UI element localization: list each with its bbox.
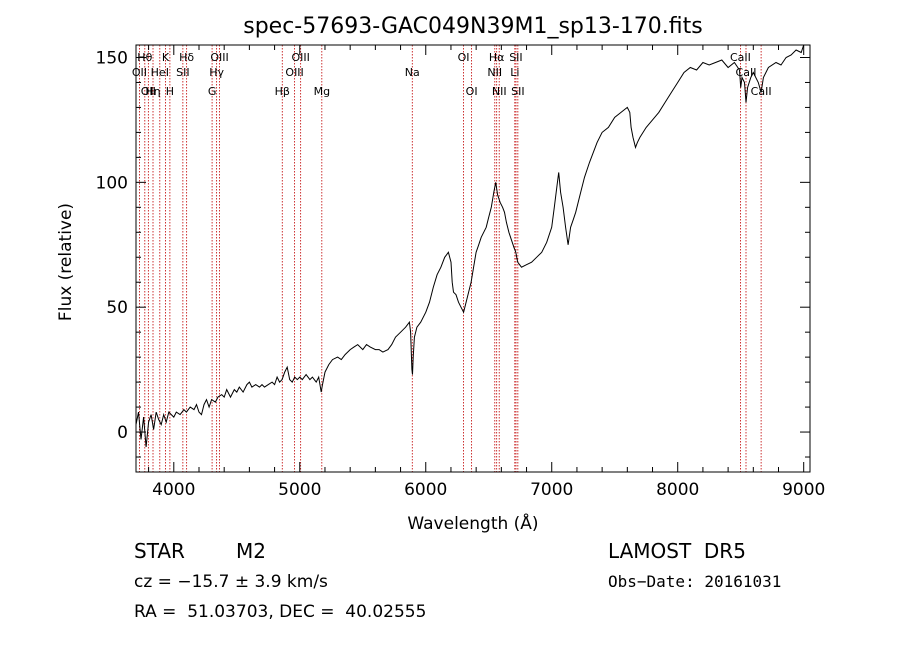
line-label-24: SII: [511, 85, 524, 98]
line-label-15: Mg: [314, 85, 330, 98]
line-label-22: Li: [510, 66, 519, 79]
x-tick-label-3: 7000: [530, 480, 573, 500]
x-tick-label-5: 9000: [782, 480, 825, 500]
survey-name: LAMOST DR5: [608, 539, 746, 563]
y-tick-label-3: 150: [96, 48, 128, 68]
line-label-4: HeI: [151, 66, 169, 79]
spectrum-line: [135, 44, 808, 448]
line-label-8: Hδ: [179, 51, 194, 64]
x-tick-label-2: 6000: [404, 480, 447, 500]
line-label-5: K: [162, 51, 170, 64]
line-label-19: NII: [487, 66, 502, 79]
line-label-11: OIII: [210, 51, 228, 64]
line-label-7: SII: [176, 66, 189, 79]
observation-date: Obs−Date: 20161031: [608, 572, 782, 591]
line-label-13: OIII: [285, 66, 303, 79]
x-axis: 4000 5000 6000 7000 8000 9000: [148, 45, 825, 500]
line-label-18: OI: [466, 85, 478, 98]
line-label-10: Hγ: [209, 66, 224, 79]
line-label-17: OI: [458, 51, 470, 64]
x-tick-label-4: 8000: [656, 480, 699, 500]
y-axis: 0 50 100 150: [96, 48, 810, 458]
line-label-25: CaII: [730, 51, 751, 64]
y-tick-label-1: 50: [106, 298, 128, 318]
line-label-14: OIII: [291, 51, 309, 64]
y-axis-label: Flux (relative): [56, 203, 76, 321]
x-tick-label-1: 5000: [278, 480, 321, 500]
spectral-line-labels: OIIHθOIIHηHeIKHSIIHδGHγOIIIHβOIIIOIIIMgN…: [132, 51, 772, 98]
coordinates: RA = 51.03703, DEC = 40.02555: [134, 602, 427, 622]
line-label-6: H: [166, 85, 174, 98]
line-label-16: Na: [405, 66, 420, 79]
plot-frame: [135, 44, 811, 473]
line-label-9: G: [208, 85, 217, 98]
line-label-0: OII: [132, 66, 147, 79]
object-subclass: M2: [236, 539, 266, 563]
line-label-20: Hα: [489, 51, 505, 64]
x-axis-label: Wavelength (Å): [407, 512, 538, 534]
line-label-12: Hβ: [275, 85, 290, 98]
line-label-21: NII: [492, 85, 507, 98]
x-tick-label-0: 4000: [152, 480, 195, 500]
line-label-3: Hη: [145, 85, 160, 98]
line-label-2: OII: [141, 85, 156, 98]
redshift-velocity: cz = −15.7 ± 3.9 km/s: [134, 572, 328, 592]
y-tick-label-0: 0: [117, 423, 128, 443]
spectral-line-markers: [139, 45, 762, 472]
object-class: STAR: [134, 539, 185, 563]
y-tick-label-2: 100: [96, 173, 128, 193]
line-label-23: SII: [509, 51, 522, 64]
chart-title: spec-57693-GAC049N39M1_sp13-170.fits: [243, 14, 703, 39]
